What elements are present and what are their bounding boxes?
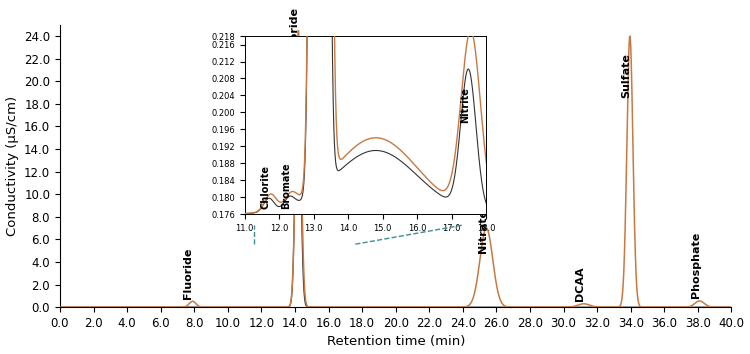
Text: Chloride: Chloride — [290, 7, 299, 59]
Text: Nitrate: Nitrate — [478, 209, 488, 253]
Text: Phosphate: Phosphate — [691, 232, 700, 298]
X-axis label: Retention time (min): Retention time (min) — [326, 336, 465, 348]
Text: Sulfate: Sulfate — [621, 53, 632, 98]
Text: DCAA: DCAA — [575, 266, 585, 301]
Y-axis label: Conductivity (μS/cm): Conductivity (μS/cm) — [5, 96, 19, 236]
Text: Fluoride: Fluoride — [184, 247, 194, 299]
